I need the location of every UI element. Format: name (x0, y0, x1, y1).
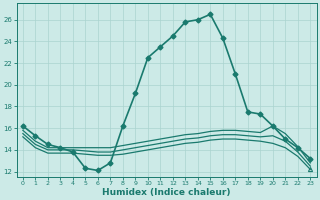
X-axis label: Humidex (Indice chaleur): Humidex (Indice chaleur) (102, 188, 231, 197)
